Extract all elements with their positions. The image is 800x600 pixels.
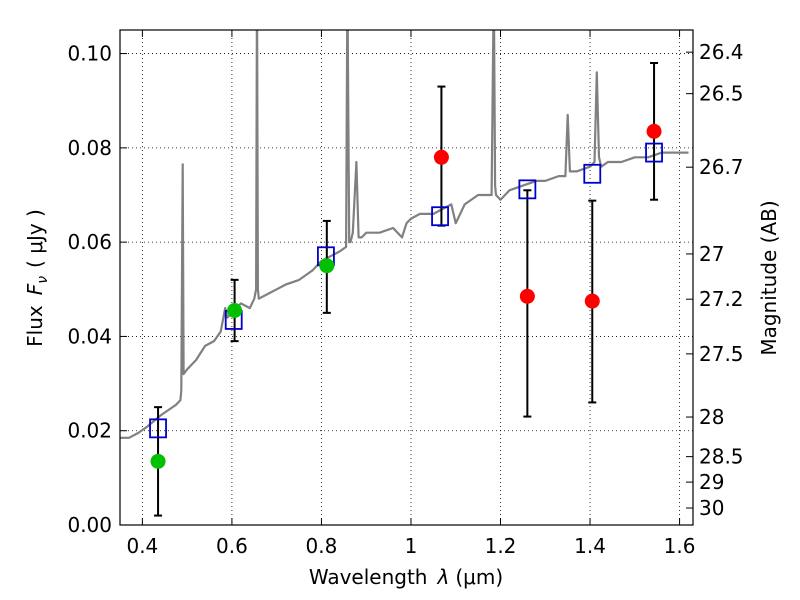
green-point-marker	[150, 453, 166, 469]
model-square-marker	[583, 163, 602, 184]
x-tick-label: 0.6	[216, 534, 248, 558]
y2-tick-label: 29	[699, 470, 724, 494]
model-square-marker	[518, 179, 537, 200]
y-tick-label: 0.02	[67, 419, 112, 443]
x-tick-label: 0.4	[126, 534, 158, 558]
y-tick-label: 0.00	[67, 513, 112, 537]
x-tick-label: 1.2	[485, 534, 517, 558]
y2-tick-label: 28	[699, 405, 724, 429]
y2-tick-label: 26.7	[699, 155, 744, 179]
y2-tick-label: 27.5	[699, 342, 744, 366]
plot-frame	[119, 29, 694, 526]
y2-tick-label: 26.5	[699, 82, 744, 106]
x-tick-label: 1	[405, 534, 418, 558]
y2-tick-label: 26.4	[699, 40, 744, 64]
red-point-marker	[519, 288, 535, 304]
plot-area	[120, 30, 689, 439]
y-tick-label: 0.10	[67, 42, 112, 66]
green-point-marker	[227, 303, 243, 318]
x-tick-label: 1.6	[664, 534, 696, 558]
marker-layer	[149, 62, 663, 517]
red-point-marker	[646, 123, 662, 139]
y-tick-label: 0.04	[67, 324, 112, 348]
grid	[120, 30, 693, 526]
red-point-marker	[433, 149, 449, 165]
x-axis-label: Wavelength λ (μm)	[309, 565, 503, 589]
y2-axis-label: Magnitude (AB)	[757, 200, 781, 355]
y2-tick-label: 28.5	[699, 445, 744, 469]
spectrum-line	[120, 30, 689, 439]
y-tick-label: 0.06	[67, 230, 112, 254]
axes: 0.4 0.6 0.8 1 1.2 1.4 1.6 0.00 0.02 0.04 0.06 0.08 0…	[67, 30, 744, 558]
red-point-marker	[584, 293, 600, 309]
x-tick-label: 1.4	[574, 534, 606, 558]
model-square-marker	[645, 142, 663, 163]
y2-tick-label: 30	[699, 496, 724, 520]
y2-tick-label: 27	[699, 242, 724, 266]
x-tick-label: 0.8	[306, 534, 338, 558]
y-axis-label: FluxFν( μJy )	[23, 209, 51, 347]
green-point-marker	[319, 258, 335, 274]
y2-tick-label: 27.2	[699, 287, 744, 311]
model-square-marker	[431, 206, 449, 227]
model-square-marker	[149, 418, 167, 439]
y-tick-label: 0.08	[67, 136, 112, 160]
